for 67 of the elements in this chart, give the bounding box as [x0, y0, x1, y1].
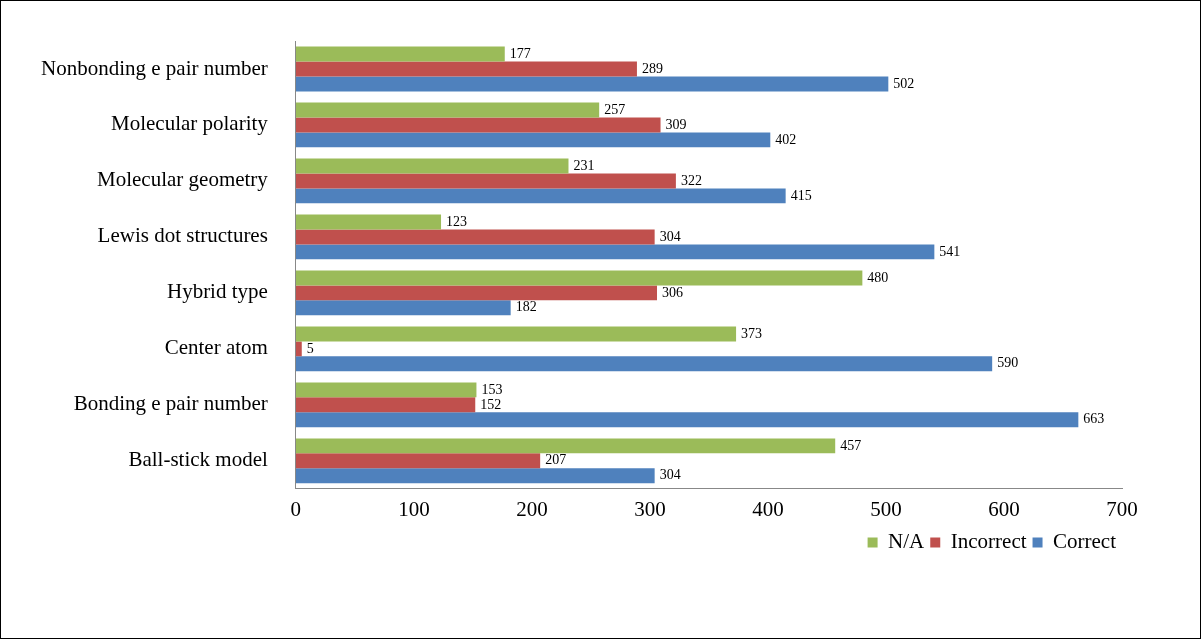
data-label: 304: [659, 467, 681, 483]
data-label: 182: [515, 299, 537, 315]
y-tick-label: Hybrid type: [166, 279, 268, 304]
bar: [295, 356, 993, 372]
bar: [295, 61, 637, 77]
data-label: 415: [790, 187, 812, 203]
data-label: 306: [662, 284, 684, 300]
bar: [295, 102, 600, 118]
x-tick-label: 600: [988, 496, 1020, 521]
x-tick-label: 200: [516, 496, 548, 521]
bar: [295, 412, 1079, 428]
y-tick-label: Nonbonding e pair number: [40, 55, 268, 80]
bar: [295, 158, 569, 174]
data-label: 123: [446, 213, 468, 229]
y-tick-label: Molecular polarity: [110, 111, 269, 136]
y-tick-label: Ball-stick model: [128, 447, 269, 472]
bar: [295, 117, 661, 133]
bar: [295, 341, 302, 357]
legend-label: N/A: [888, 529, 926, 554]
bar: [295, 300, 511, 316]
y-tick-label: Bonding e pair number: [73, 391, 268, 416]
data-label: 402: [775, 131, 797, 147]
y-tick-label: Lewis dot structures: [97, 223, 268, 248]
bar: [295, 270, 863, 286]
data-label: 541: [939, 243, 961, 259]
bar: [295, 244, 935, 260]
data-label: 152: [480, 396, 502, 412]
data-label: 177: [509, 45, 531, 61]
data-label: 289: [641, 60, 663, 76]
data-label: 322: [680, 172, 702, 188]
x-tick-label: 0: [290, 496, 302, 521]
data-label: 373: [741, 325, 763, 341]
x-tick-label: 400: [752, 496, 784, 521]
bar: [295, 229, 655, 245]
bar: [295, 188, 786, 204]
x-tick-label: 500: [870, 496, 902, 521]
bar: [295, 214, 442, 230]
bar: [295, 132, 771, 148]
bar: [295, 438, 836, 454]
bar: [295, 285, 658, 301]
bar: [295, 468, 655, 484]
data-label: 590: [997, 355, 1019, 371]
data-label: 502: [893, 75, 915, 91]
bar: [295, 76, 889, 92]
data-label: 480: [867, 269, 889, 285]
data-label: 5: [306, 340, 314, 356]
x-tick-label: 100: [398, 496, 430, 521]
bar: [295, 382, 477, 398]
y-tick-label: Molecular geometry: [97, 167, 269, 192]
data-label: 457: [840, 437, 862, 453]
data-label: 309: [665, 116, 687, 132]
bar: [295, 173, 676, 189]
y-tick-label: Center atom: [164, 335, 268, 360]
legend-label: Incorrect: [950, 529, 1027, 554]
x-tick-label: 700: [1106, 496, 1138, 521]
data-label: 153: [481, 381, 503, 397]
bar: [295, 46, 505, 62]
bar: [295, 397, 476, 413]
data-label: 231: [573, 157, 595, 173]
legend-label: Correct: [1053, 529, 1117, 554]
bar: [295, 326, 737, 342]
x-tick-label: 300: [634, 496, 666, 521]
data-label: 257: [604, 101, 626, 117]
data-label: 304: [659, 228, 681, 244]
data-label: 207: [545, 452, 567, 468]
data-label: 663: [1083, 411, 1105, 427]
bar: [295, 453, 541, 469]
